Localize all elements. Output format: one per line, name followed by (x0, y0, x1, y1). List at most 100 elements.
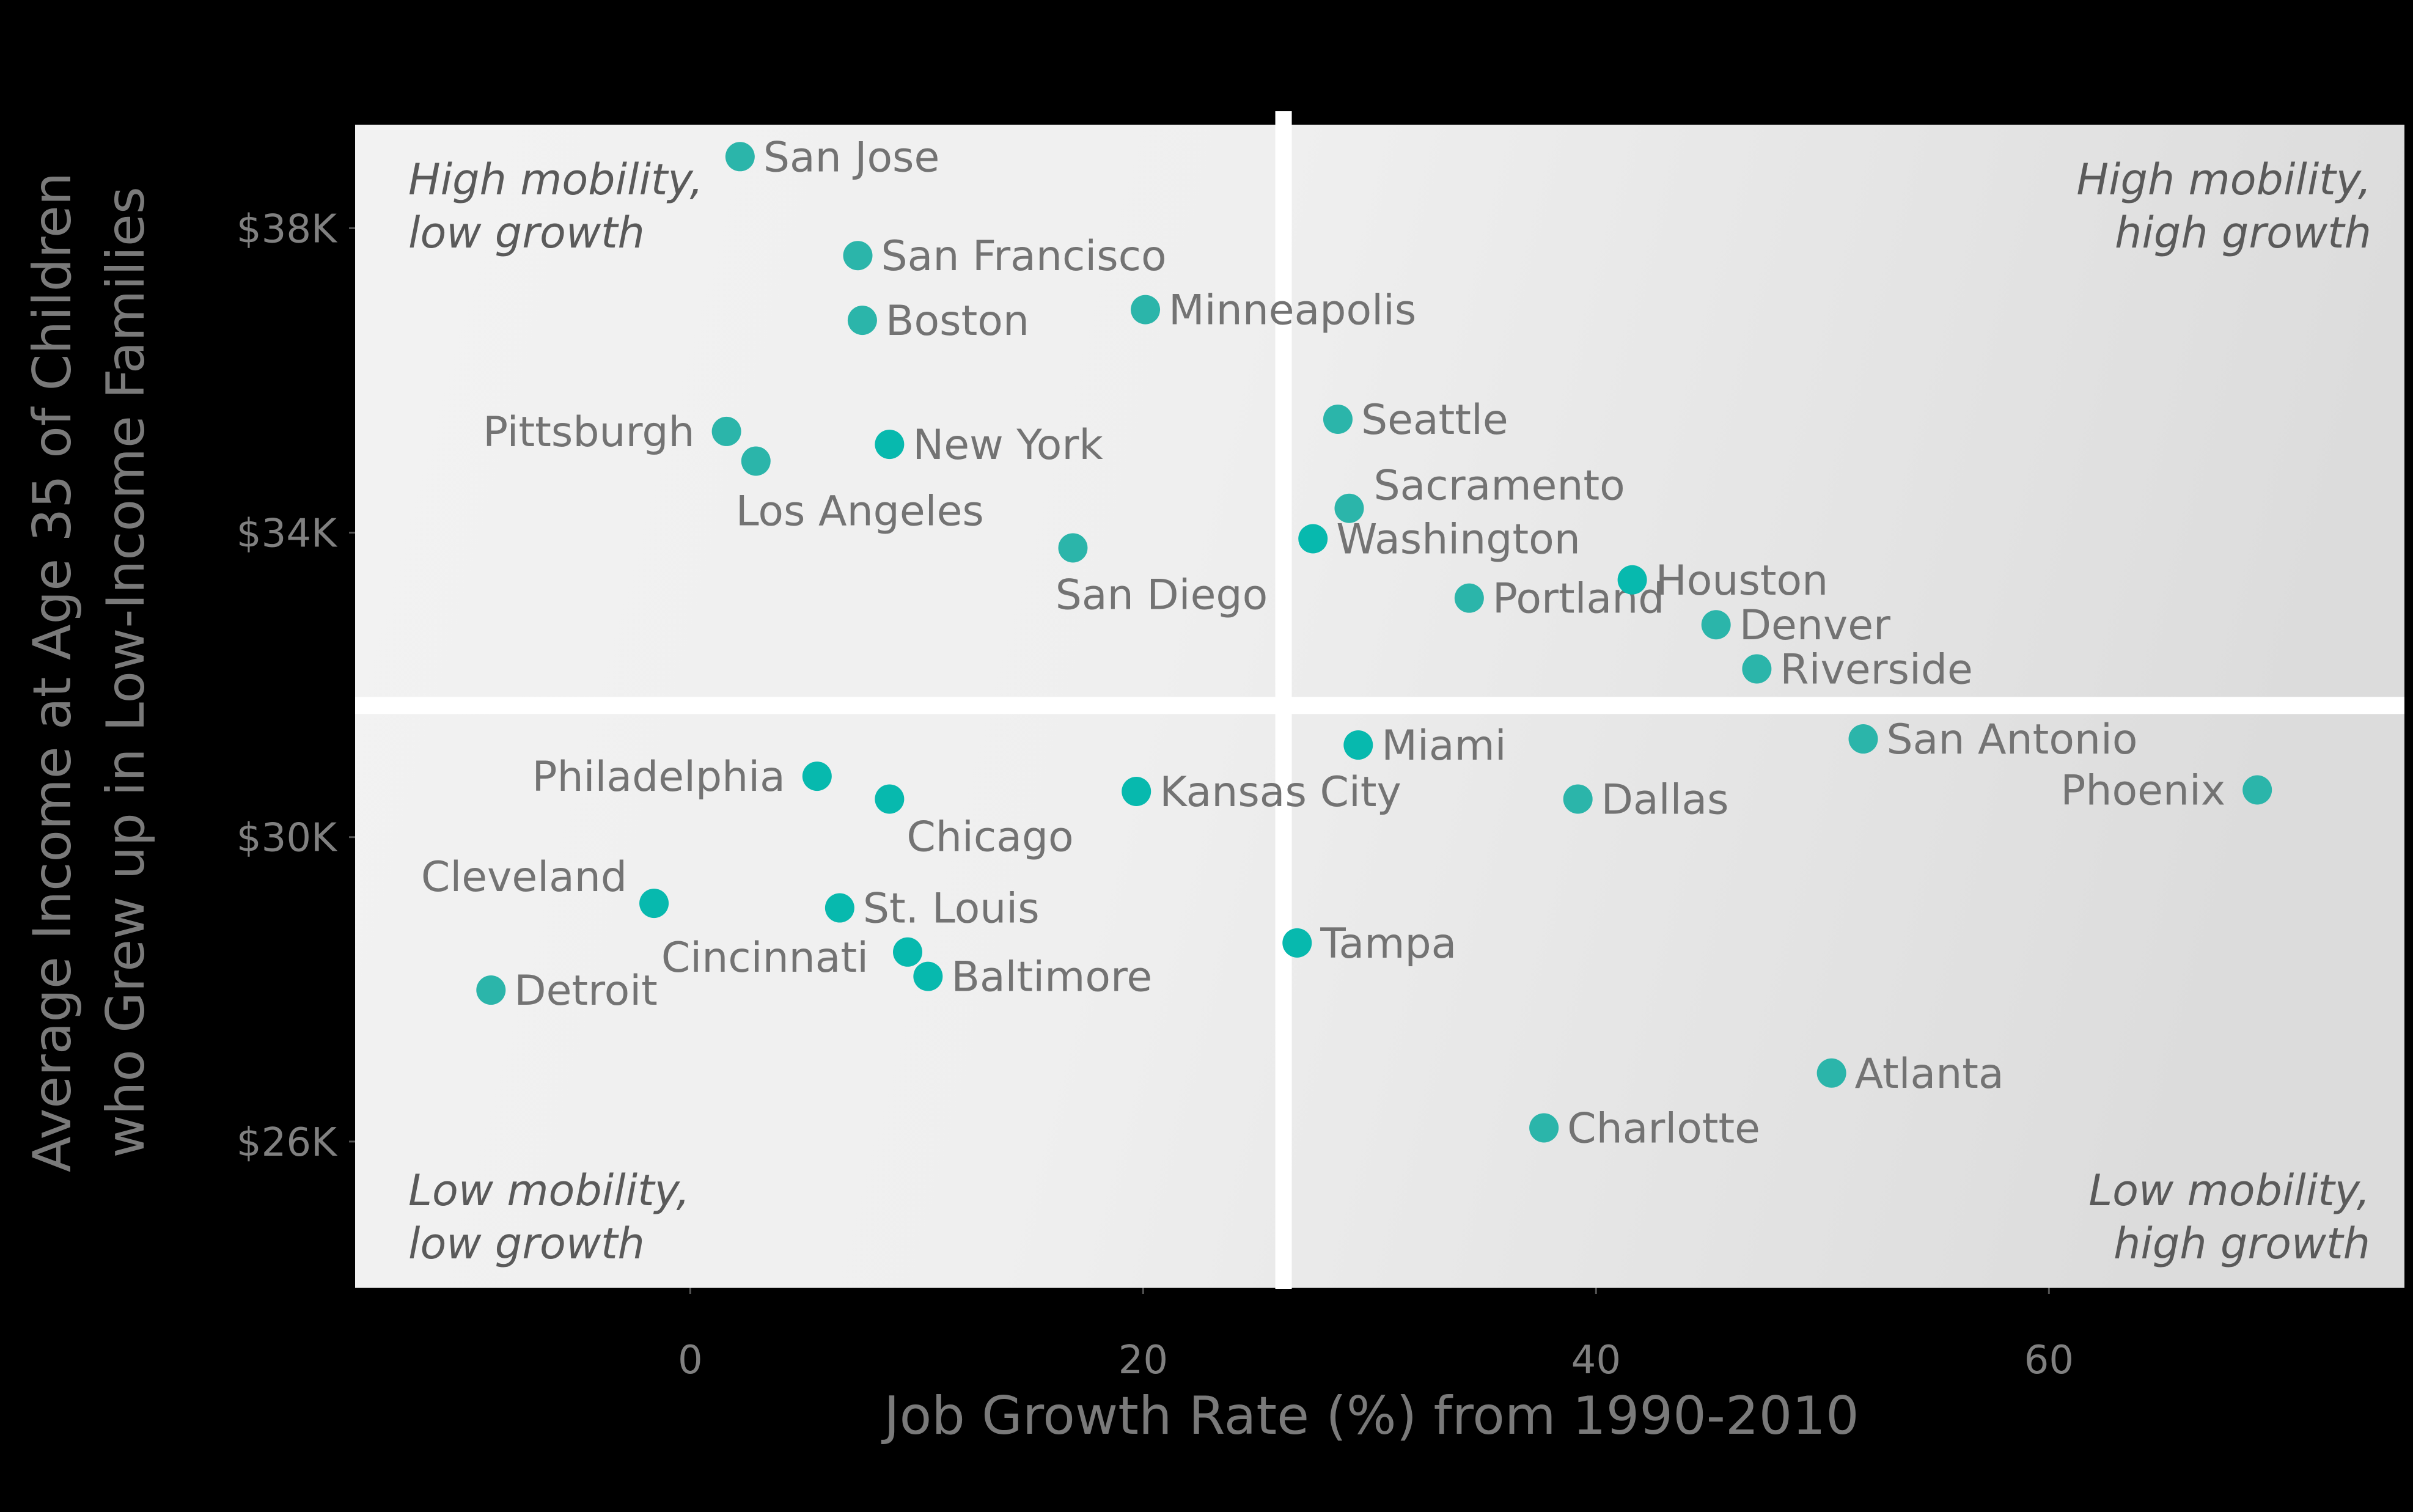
point-marker-icon (2242, 775, 2272, 805)
point-label: Sacramento (1373, 462, 1625, 510)
y-axis-title-line-2: who Grew up in Low-Income Families (95, 186, 156, 1158)
point-marker-icon (725, 142, 755, 172)
quadrant-label-line: low growth (408, 1219, 645, 1269)
y-axis-title-line-1: Average Income at Age 35 of Children (22, 172, 83, 1173)
point-marker-icon (1298, 524, 1328, 554)
point-marker-icon (875, 430, 905, 460)
point-label: San Diego (1056, 571, 1268, 619)
point-label: Boston (886, 297, 1029, 345)
y-tick-label: $38K (237, 207, 338, 252)
point-label: Charlotte (1567, 1104, 1760, 1153)
quadrant-label-line: high growth (2114, 1219, 2370, 1269)
x-axis-title: Job Growth Rate (%) from 1990-2010 (881, 1385, 1859, 1447)
point-marker-icon (711, 416, 741, 446)
point-marker-icon (802, 762, 832, 791)
point-marker-icon (847, 306, 877, 336)
point-label: St. Louis (863, 885, 1040, 933)
data-point: Denver (1701, 601, 1890, 650)
data-point: Cincinnati (661, 934, 923, 982)
point-marker-icon (1742, 654, 1772, 684)
data-point: Cleveland (421, 853, 669, 919)
point-marker-icon (1454, 583, 1484, 613)
point-label: Seattle (1361, 396, 1508, 444)
point-label: Riverside (1780, 645, 1973, 694)
point-label: Denver (1739, 601, 1890, 650)
data-point: Phoenix (2060, 766, 2272, 815)
point-marker-icon (1848, 724, 1878, 754)
data-point: Pittsburgh (483, 408, 741, 457)
point-marker-icon (1701, 610, 1731, 640)
quadrant-label-line: high growth (2115, 208, 2371, 258)
point-label: Chicago (906, 813, 1073, 861)
data-point: Sacramento (1334, 462, 1625, 523)
point-marker-icon (1131, 295, 1161, 325)
point-label: New York (913, 421, 1103, 469)
data-point: Detroit (476, 967, 658, 1015)
quadrant-label-line: High mobility, (408, 155, 703, 205)
data-point: Washington (1298, 516, 1581, 564)
y-tick-label: $26K (237, 1120, 338, 1165)
point-marker-icon (843, 241, 873, 271)
point-marker-icon (875, 784, 905, 814)
y-axis-title: Average Income at Age 35 of Children who… (22, 172, 156, 1173)
data-point: San Antonio (1848, 716, 2138, 764)
point-label: Los Angeles (736, 487, 984, 535)
data-point: Atlanta (1816, 1050, 2004, 1098)
data-point: Riverside (1742, 645, 1973, 694)
data-point: New York (875, 421, 1103, 469)
data-point: Tampa (1282, 920, 1456, 968)
point-label: Tampa (1320, 920, 1456, 968)
point-label: Minneapolis (1169, 287, 1416, 335)
point-marker-icon (476, 975, 506, 1005)
quadrant-label-line: low growth (408, 208, 645, 258)
point-marker-icon (1122, 776, 1151, 806)
point-marker-icon (825, 893, 854, 923)
data-point: Dallas (1563, 776, 1729, 824)
x-tick-label: 0 (678, 1338, 703, 1383)
horizontal-reference-line (355, 697, 2404, 714)
point-marker-icon (913, 961, 943, 991)
quadrant-label-top-right: High mobility, high growth (2076, 155, 2371, 258)
point-marker-icon (1529, 1113, 1559, 1143)
point-marker-icon (1816, 1058, 1846, 1088)
data-point: St. Louis (825, 885, 1040, 933)
y-tick-label: $34K (237, 512, 338, 557)
quadrant-label-bottom-left: Low mobility, low growth (408, 1165, 690, 1269)
point-label: San Antonio (1887, 716, 2138, 764)
x-tick-label: 40 (1571, 1338, 1621, 1383)
data-point: Kansas City (1122, 768, 1401, 817)
data-point: Philadelphia (532, 753, 832, 801)
data-point: Houston (1617, 557, 1828, 605)
point-marker-icon (1334, 493, 1364, 523)
x-tick-label: 60 (2024, 1338, 2074, 1383)
point-marker-icon (741, 446, 771, 476)
point-marker-icon (1617, 565, 1647, 595)
point-marker-icon (1323, 404, 1353, 434)
point-label: Atlanta (1855, 1050, 2004, 1098)
data-point: Los Angeles (736, 446, 984, 535)
point-label: Cincinnati (661, 934, 869, 982)
x-axis-ticks: 0 20 40 60 (678, 1288, 2074, 1383)
point-label: Kansas City (1159, 768, 1401, 817)
quadrant-label-line: High mobility, (2076, 155, 2371, 205)
point-label: Baltimore (951, 953, 1152, 1002)
point-marker-icon (1563, 784, 1593, 814)
point-label: Miami (1381, 722, 1506, 770)
y-tick-label: $30K (237, 816, 338, 861)
point-marker-icon (639, 889, 669, 919)
point-label: San Jose (763, 133, 939, 182)
data-point: San Diego (1056, 533, 1268, 619)
data-point: Minneapolis (1131, 287, 1416, 335)
data-point: Seattle (1323, 396, 1508, 444)
point-marker-icon (1058, 533, 1088, 563)
quadrant-label-bottom-right: Low mobility, high growth (2088, 1165, 2370, 1269)
quadrant-label-line: Low mobility, (2088, 1165, 2370, 1216)
data-point: San Francisco (843, 232, 1167, 281)
data-point: Chicago (875, 784, 1074, 861)
data-point: Boston (847, 297, 1029, 345)
point-marker-icon (1282, 928, 1312, 958)
point-marker-icon (1343, 730, 1373, 760)
x-tick-label: 20 (1118, 1338, 1168, 1383)
point-label: Washington (1336, 516, 1581, 564)
